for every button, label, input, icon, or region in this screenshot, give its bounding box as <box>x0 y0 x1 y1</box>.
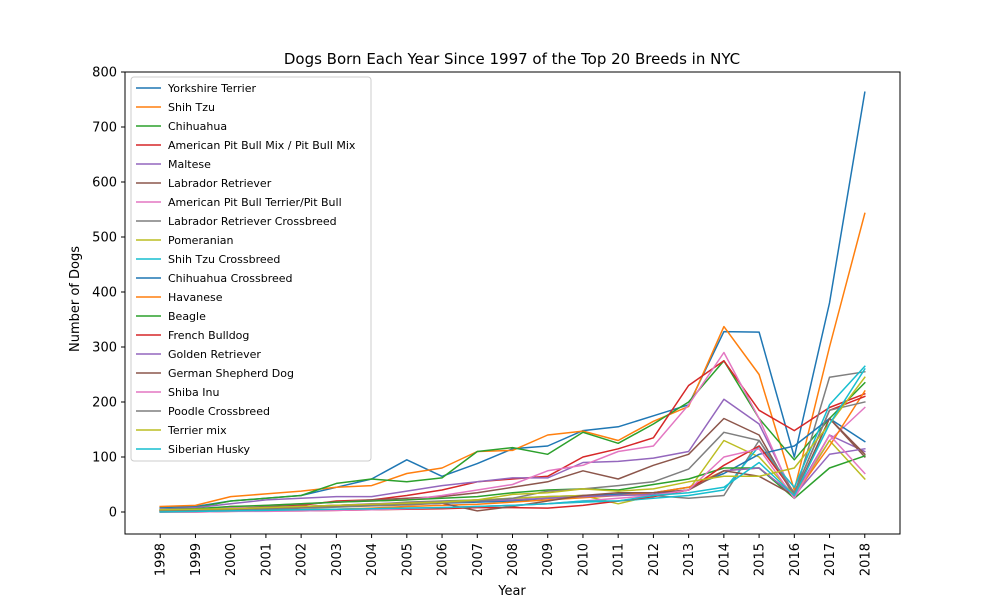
x-tick-label: 2010 <box>577 543 592 576</box>
y-tick-label: 0 <box>109 506 117 521</box>
series-line-5 <box>159 398 866 511</box>
legend-label: Shih Tzu Crossbreed <box>168 253 280 266</box>
x-tick-label: 2001 <box>259 543 274 576</box>
series-line-18 <box>159 401 866 513</box>
legend-label: Shiba Inu <box>168 386 219 399</box>
x-tick-label: 2009 <box>541 543 556 576</box>
x-tick-label: 2015 <box>753 543 768 576</box>
legend-box <box>130 76 372 462</box>
x-tick-label: 2008 <box>506 543 521 576</box>
legend-label: Golden Retriever <box>168 348 261 361</box>
x-tick-label: 2007 <box>471 543 486 576</box>
x-tick-label: 2004 <box>365 543 380 576</box>
x-tick-label: 2011 <box>612 543 627 576</box>
y-tick-label: 600 <box>92 176 117 191</box>
x-tick-label: 2018 <box>858 543 873 576</box>
x-tick-label: 2014 <box>717 543 732 576</box>
legend-label: Beagle <box>168 310 206 323</box>
x-tick-label: 1998 <box>154 543 169 576</box>
x-tick-label: 2003 <box>330 543 345 576</box>
series-line-13 <box>159 454 866 511</box>
axes: 0 100 200 300 400 500 600 700 800 1998 1999 2000 200… <box>92 66 901 576</box>
legend-label: Labrador Retriever Crossbreed <box>168 215 337 228</box>
series-line-19 <box>159 376 866 511</box>
legend-label: Pomeranian <box>168 234 233 247</box>
x-tick-label: 2013 <box>682 543 697 576</box>
legend-label: Chihuahua <box>168 120 227 133</box>
x-axis-label: Year <box>497 584 526 599</box>
y-tick-label: 300 <box>92 341 117 356</box>
x-tick-label: 2005 <box>400 543 415 576</box>
chart-title: Dogs Born Each Year Since 1997 of the To… <box>284 50 740 68</box>
plot-area <box>159 91 866 513</box>
x-tick-label: 1999 <box>189 543 204 576</box>
x-tick-label: 2006 <box>436 543 451 576</box>
legend-label: Yorkshire Terrier <box>167 82 256 95</box>
legend-label: Chihuahua Crossbreed <box>168 272 293 285</box>
series-line-6 <box>159 417 866 512</box>
legend-label: American Pit Bull Terrier/Pit Bull <box>168 196 342 209</box>
x-tick-label: 2016 <box>788 543 803 576</box>
y-tick-label: 100 <box>92 451 117 466</box>
y-tick-label: 800 <box>92 66 117 81</box>
legend-label: Siberian Husky <box>168 443 251 456</box>
legend-label: German Shepherd Dog <box>168 367 294 380</box>
y-tick-label: 200 <box>92 396 117 411</box>
x-tick-label: 2002 <box>295 543 310 576</box>
legend-label: Poodle Crossbreed <box>168 405 270 418</box>
y-tick-label: 700 <box>92 121 117 136</box>
legend: Yorkshire Terrier Shih Tzu Chihuahua Americ… <box>130 76 372 462</box>
legend-label: Labrador Retriever <box>168 177 272 190</box>
series-line-3 <box>159 360 866 511</box>
x-tick-label: 2000 <box>224 543 239 576</box>
legend-label: Havanese <box>168 291 223 304</box>
y-axis-label: Number of Dogs <box>68 246 83 352</box>
legend-label: Shih Tzu <box>168 101 215 114</box>
series-line-20 <box>159 367 866 513</box>
x-tick-label: 2012 <box>647 543 662 576</box>
x-tick-label: 2017 <box>823 543 838 576</box>
legend-label: American Pit Bull Mix / Pit Bull Mix <box>168 139 356 152</box>
y-tick-label: 500 <box>92 231 117 246</box>
legend-label: Maltese <box>168 158 211 171</box>
series-line-2 <box>159 212 866 508</box>
y-tick-label: 400 <box>92 286 117 301</box>
legend-label: Terrier mix <box>167 424 227 437</box>
legend-label: French Bulldog <box>168 329 249 342</box>
